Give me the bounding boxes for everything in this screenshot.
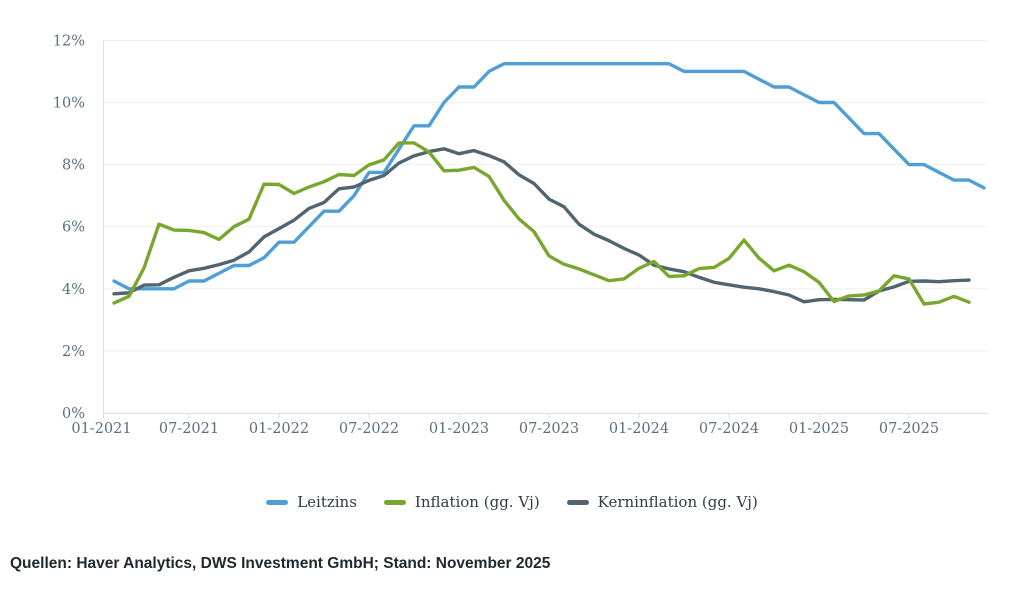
legend-item-kerninflation[interactable]: Kerninflation (gg. Vj) [566, 493, 758, 511]
x-axis-label: 01-2022 [249, 421, 309, 437]
inflation-rates-line-chart: 0% 2% 4% 6% 8% 10% 12% 01-2021 07-2021 01-2022 07-… [53, 33, 988, 437]
y-axis-label: 4% [62, 282, 85, 298]
y-axis-label: 12% [53, 33, 85, 49]
x-axis-label: 07-2024 [699, 421, 759, 437]
leitzins-line [112, 62, 986, 291]
x-axis-label: 01-2021 [71, 421, 131, 437]
y-axis-label: 8% [62, 158, 85, 174]
legend-item-leitzins[interactable]: Leitzins [266, 493, 357, 511]
plot-svg: 0% 2% 4% 6% 8% 10% 12% 01-2021 07-2021 01-2022 07-… [53, 33, 988, 437]
x-axis-label: 07-2025 [879, 421, 939, 437]
source-line: Quellen: Haver Analytics, DWS Investment… [10, 555, 551, 572]
legend: Leitzins Inflation (gg. Vj) Kerninflatio… [0, 493, 1024, 511]
legend-label-leitzins: Leitzins [297, 493, 357, 511]
inflation-line [112, 141, 971, 306]
x-axis-label: 07-2022 [339, 421, 399, 437]
kerninflation-line-swatch [566, 499, 589, 505]
y-axis-label: 6% [62, 220, 85, 236]
kerninflation-line [112, 147, 971, 304]
y-axis-label: 2% [62, 344, 85, 360]
legend-label-inflation: Inflation (gg. Vj) [414, 493, 540, 511]
legend-label-kerninflation: Kerninflation (gg. Vj) [597, 493, 758, 511]
x-axis-label: 01-2024 [609, 421, 669, 437]
legend-item-inflation[interactable]: Inflation (gg. Vj) [383, 493, 540, 511]
y-axis-label: 0% [62, 406, 85, 422]
x-axis-label: 01-2025 [789, 421, 849, 437]
x-axis-label: 07-2021 [159, 421, 219, 437]
x-axis-label: 01-2023 [429, 421, 489, 437]
leitzins-line-swatch [266, 499, 289, 505]
y-axis-label: 10% [53, 96, 85, 112]
x-axis-label: 07-2023 [519, 421, 579, 437]
inflation-line-swatch [383, 499, 406, 505]
